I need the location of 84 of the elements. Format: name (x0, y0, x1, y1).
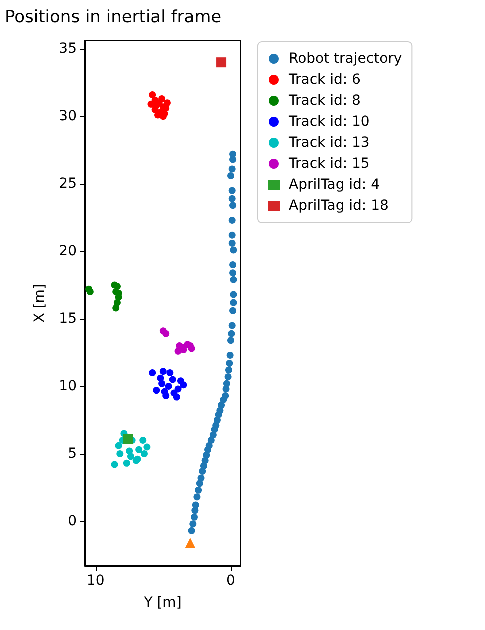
legend-label: Track id: 15 (288, 156, 370, 172)
point (230, 291, 238, 298)
point (188, 345, 196, 352)
point (191, 514, 198, 521)
point (225, 366, 232, 374)
y-tick-label: 0 (68, 513, 77, 530)
point (228, 166, 236, 173)
point (228, 337, 234, 344)
point (153, 387, 160, 394)
point (218, 402, 226, 409)
point (216, 58, 227, 68)
point (116, 450, 124, 458)
point (198, 474, 205, 482)
point (226, 352, 234, 359)
point (223, 380, 230, 388)
point (230, 246, 238, 254)
point (228, 330, 236, 338)
point (86, 288, 94, 296)
point (165, 383, 172, 390)
legend-label: Track id: 10 (288, 114, 370, 130)
legend-label: Track id: 8 (288, 93, 361, 109)
point (173, 394, 180, 401)
legend-label: Track id: 13 (288, 135, 370, 151)
y-axis-title: X [m] (32, 284, 48, 323)
point (222, 392, 230, 400)
point (140, 450, 148, 458)
point (115, 442, 122, 450)
chart-title: Positions in inertial frame (5, 8, 222, 28)
point (228, 195, 236, 202)
y-tick-label: 20 (59, 244, 77, 260)
point (195, 486, 202, 494)
point (164, 100, 171, 107)
point (230, 270, 237, 277)
point (230, 150, 237, 158)
point (149, 91, 156, 98)
point (185, 538, 196, 548)
point (228, 172, 234, 180)
point (194, 494, 201, 501)
point (192, 502, 200, 509)
point (230, 262, 237, 269)
legend-label: AprilTag id: 4 (289, 177, 380, 193)
point (208, 436, 215, 444)
point (180, 382, 188, 389)
point (166, 370, 174, 377)
point (144, 444, 151, 451)
y-tick-label: 10 (59, 378, 77, 394)
point (169, 376, 176, 384)
point (158, 380, 166, 388)
point (127, 453, 134, 460)
point (228, 232, 236, 239)
point (149, 370, 156, 377)
point (230, 307, 237, 314)
point (228, 217, 236, 224)
point (123, 460, 130, 467)
point (136, 446, 143, 454)
point (140, 436, 147, 444)
point (224, 374, 232, 381)
point (228, 322, 236, 330)
y-tick-label: 25 (59, 176, 77, 192)
point (226, 360, 234, 368)
point (158, 96, 166, 103)
legend-label: AprilTag id: 18 (289, 198, 389, 214)
point (206, 442, 213, 450)
y-tick-label: 35 (59, 41, 77, 58)
x-axis-title: Y [m] (143, 595, 182, 611)
point (228, 187, 236, 194)
y-tick-label: 30 (59, 108, 77, 125)
point (162, 392, 170, 400)
point (230, 276, 238, 284)
point (188, 527, 196, 534)
point (174, 386, 182, 393)
point (123, 434, 134, 444)
point (190, 520, 197, 528)
point (160, 368, 167, 376)
point (230, 202, 237, 210)
y-tick-label: 5 (68, 446, 77, 462)
y-tick-label: 15 (59, 311, 77, 328)
point (230, 299, 238, 306)
point (162, 330, 170, 338)
legend-label: Track id: 6 (288, 72, 362, 88)
point (228, 240, 236, 247)
point (112, 304, 120, 312)
legend-label: Robot trajectory (289, 51, 402, 67)
point (111, 461, 118, 468)
